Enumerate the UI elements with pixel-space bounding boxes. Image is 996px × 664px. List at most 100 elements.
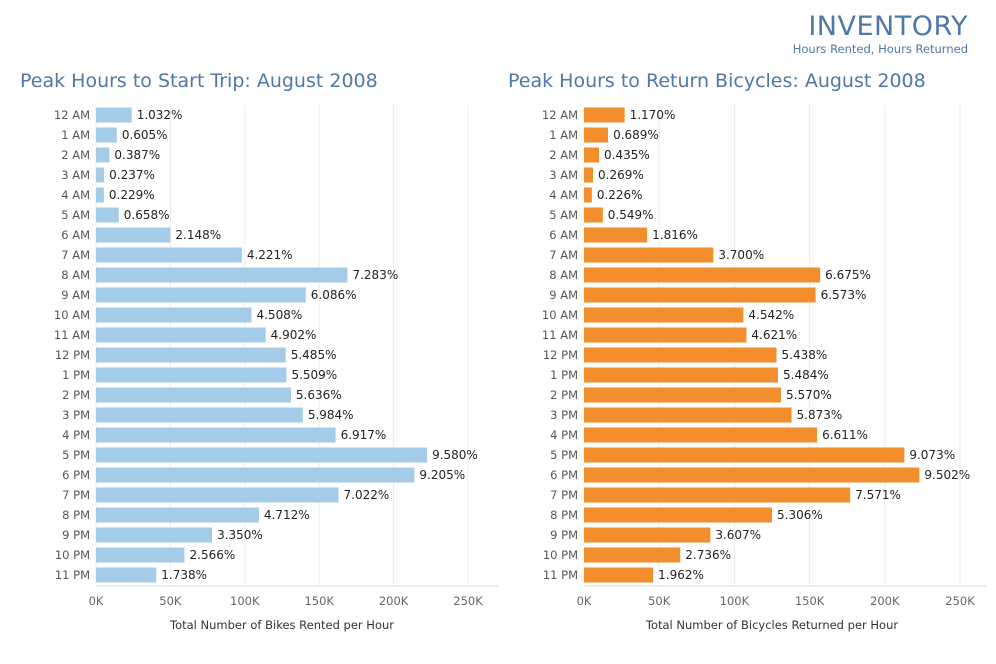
returns-category-label: 9 AM [549,288,578,302]
rentals-category-label: 12 PM [55,348,90,362]
rentals-data-label: 7.022% [344,488,390,502]
rentals-data-label: 5.984% [308,408,354,422]
rentals-bar [96,367,287,383]
rentals-data-label: 9.205% [419,468,465,482]
rentals-data-label: 4.712% [264,508,310,522]
returns-data-label: 6.611% [822,428,868,442]
rentals-category-label: 8 AM [61,268,90,282]
rentals-x-tick-label: 200K [379,594,409,608]
rentals-bar [96,427,336,443]
rentals-category-label: 3 AM [61,168,90,182]
rentals-data-label: 4.902% [271,328,317,342]
rentals-data-label: 9.580% [432,448,478,462]
returns-data-label: 3.607% [715,528,761,542]
returns-bar [584,407,792,423]
returns-category-label: 11 AM [542,328,578,342]
returns-bar [584,527,711,543]
returns-data-label: 9.502% [924,468,970,482]
returns-bar [584,227,648,243]
returns-data-label: 0.226% [597,188,643,202]
rentals-data-label: 2.148% [175,228,221,242]
rentals-bar [96,327,266,343]
rentals-bar [96,207,119,223]
rentals-category-label: 6 PM [62,468,90,482]
rentals-bar [96,227,171,243]
rentals-bar [96,147,110,163]
returns-chart: Peak Hours to Return Bicycles: August 20… [498,0,996,664]
returns-bar [584,307,744,323]
rentals-category-label: 11 PM [55,568,90,582]
returns-category-label: 2 AM [549,148,578,162]
rentals-data-label: 5.636% [296,388,342,402]
returns-data-label: 0.269% [598,168,644,182]
rentals-bar [96,307,252,323]
returns-x-tick-label: 100K [720,594,750,608]
rentals-bar [96,567,157,583]
rentals-bar [96,487,339,503]
rentals-category-label: 9 AM [61,288,90,302]
rentals-data-label: 5.509% [291,368,337,382]
returns-bar [584,387,782,403]
returns-data-label: 1.170% [630,108,676,122]
rentals-data-label: 7.283% [352,268,398,282]
rentals-bar [96,447,428,463]
rentals-data-label: 5.485% [291,348,337,362]
rentals-data-label: 0.658% [124,208,170,222]
rentals-bar [96,467,415,483]
rentals-data-label: 4.221% [247,248,293,262]
returns-bar [584,447,905,463]
returns-category-label: 10 PM [543,548,578,562]
rentals-x-tick-label: 0K [89,594,104,608]
returns-bar [584,547,681,563]
returns-bar [584,567,654,583]
returns-category-label: 8 AM [549,268,578,282]
returns-category-label: 6 PM [550,468,578,482]
rentals-category-label: 1 PM [62,368,90,382]
returns-category-label: 3 AM [549,168,578,182]
rentals-bar [96,187,104,203]
rentals-chart-plot: 12 AM 1.032% 1 AM 0.605% 2 AM 0.387% 3 AM 0.237… [54,105,498,632]
rentals-category-label: 11 AM [54,328,90,342]
rentals-category-label: 5 AM [61,208,90,222]
returns-category-label: 10 AM [542,308,578,322]
returns-category-label: 11 PM [543,568,578,582]
returns-data-label: 1.816% [652,228,698,242]
inventory-header: INVENTORY Hours Rented, Hours Returned [793,12,968,57]
returns-category-label: 1 PM [550,368,578,382]
rentals-data-label: 1.738% [161,568,207,582]
returns-bar [584,167,594,183]
rentals-x-tick-label: 250K [453,594,483,608]
returns-data-label: 0.689% [613,128,659,142]
rentals-category-label: 7 PM [62,488,90,502]
rentals-data-label: 0.229% [109,188,155,202]
returns-chart-plot: 12 AM 1.170% 1 AM 0.689% 2 AM 0.435% 3 AM 0.269… [542,105,986,632]
returns-bar [584,347,777,363]
rentals-bar [96,127,117,143]
returns-bar [584,247,714,263]
returns-x-tick-label: 250K [945,594,975,608]
returns-bar [584,487,851,503]
returns-bar [584,467,920,483]
returns-data-label: 1.962% [658,568,704,582]
returns-data-label: 4.621% [751,328,797,342]
rentals-category-label: 5 PM [62,448,90,462]
rentals-x-axis-title: Total Number of Bikes Rented per Hour [169,618,394,632]
returns-bar [584,507,772,523]
returns-category-label: 4 PM [550,428,578,442]
rentals-category-label: 2 PM [62,388,90,402]
returns-category-label: 1 AM [549,128,578,142]
returns-data-label: 5.873% [797,408,843,422]
returns-bar [584,187,592,203]
rentals-category-label: 8 PM [62,508,90,522]
rentals-category-label: 12 AM [54,108,90,122]
rentals-category-label: 10 PM [55,548,90,562]
returns-x-tick-label: 150K [795,594,825,608]
returns-data-label: 7.571% [855,488,901,502]
rentals-category-label: 6 AM [61,228,90,242]
returns-data-label: 5.570% [786,388,832,402]
returns-bar [584,367,779,383]
returns-category-label: 9 PM [550,528,578,542]
returns-data-label: 6.675% [825,268,871,282]
rentals-category-label: 1 AM [61,128,90,142]
returns-bar [584,207,603,223]
